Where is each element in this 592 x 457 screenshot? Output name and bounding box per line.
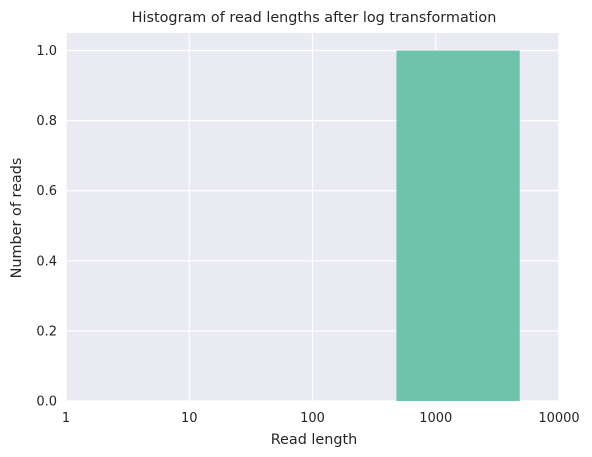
y-tick-label: 1.0 xyxy=(36,44,57,59)
y-tick-label: 0.2 xyxy=(36,324,57,339)
bars xyxy=(396,50,520,402)
x-axis-label: Read length xyxy=(271,432,358,448)
tick-labels: 1 10 100 1000 10000 0.0 0.2 0.4 0.6 0.8 1.0 xyxy=(36,44,579,426)
y-axis-label: Number of reads xyxy=(9,158,25,279)
histogram-bar xyxy=(396,50,520,402)
x-tick-label: 1 xyxy=(62,411,70,426)
y-tick-label: 0.8 xyxy=(36,114,57,129)
y-tick-label: 0.0 xyxy=(36,395,57,410)
chart-title: Histogram of read lengths after log tran… xyxy=(132,10,497,26)
x-tick-label: 100 xyxy=(300,411,325,426)
y-tick-label: 0.4 xyxy=(36,254,57,269)
y-tick-label: 0.6 xyxy=(36,184,57,199)
x-tick-label: 10000 xyxy=(538,411,579,426)
x-tick-label: 10 xyxy=(181,411,198,426)
x-tick-label: 1000 xyxy=(419,411,452,426)
